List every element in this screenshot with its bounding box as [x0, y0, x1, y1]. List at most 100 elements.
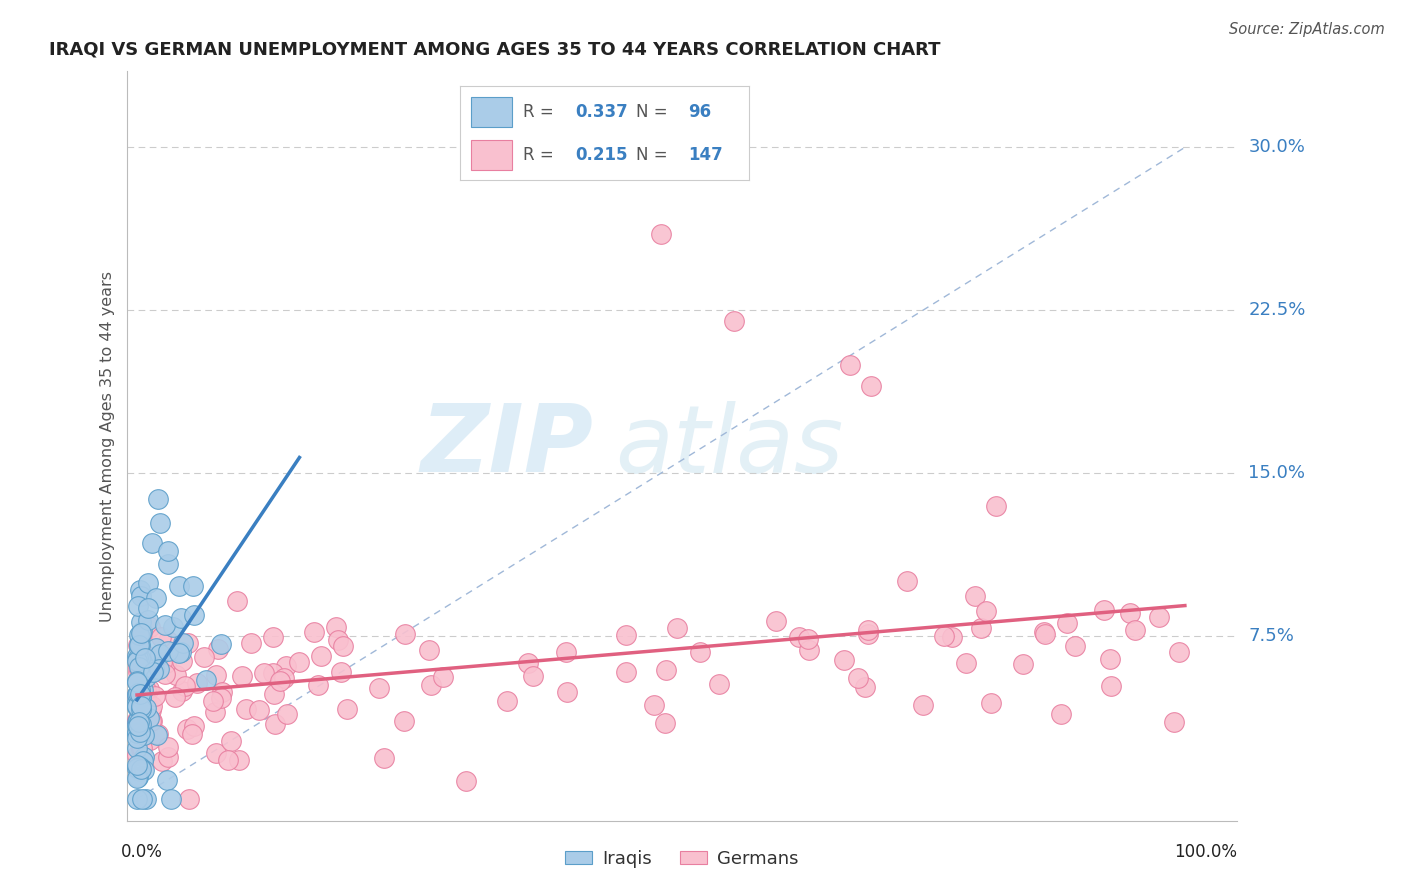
Point	[183, 607, 205, 622]
Point	[155, 657, 177, 671]
Point	[146, 656, 169, 670]
Point	[302, 625, 325, 640]
Point	[832, 652, 855, 666]
Point	[799, 643, 821, 657]
Text: atlas: atlas	[616, 401, 844, 491]
Point	[231, 668, 253, 682]
Point	[170, 611, 193, 625]
Point	[132, 749, 155, 764]
Point	[127, 758, 149, 772]
Point	[128, 638, 150, 652]
Point	[128, 760, 150, 774]
Point	[373, 750, 395, 764]
Point	[128, 714, 150, 729]
Point	[838, 358, 860, 372]
Point	[1035, 627, 1057, 641]
Point	[149, 516, 172, 531]
Point	[420, 678, 443, 692]
Point	[307, 678, 329, 692]
Point	[330, 665, 353, 679]
Text: 15.0%: 15.0%	[1249, 464, 1305, 483]
Point	[138, 682, 160, 697]
Point	[912, 698, 935, 712]
Point	[127, 761, 149, 775]
Point	[165, 668, 187, 682]
Point	[1168, 645, 1191, 659]
Point	[167, 647, 190, 661]
Point	[129, 687, 152, 701]
Point	[555, 645, 578, 659]
Point	[125, 771, 148, 785]
Text: 7.5%: 7.5%	[1249, 627, 1295, 645]
Point	[160, 792, 183, 806]
Point	[131, 792, 153, 806]
Point	[204, 667, 226, 681]
Point	[180, 726, 202, 740]
Point	[127, 675, 149, 690]
Point	[135, 693, 157, 707]
Point	[787, 631, 810, 645]
Point	[129, 625, 152, 640]
Point	[128, 716, 150, 731]
Point	[141, 535, 163, 549]
Point	[1118, 606, 1140, 620]
Point	[655, 663, 678, 677]
Point	[194, 673, 217, 688]
Point	[138, 732, 160, 747]
Point	[853, 680, 876, 694]
Point	[207, 641, 229, 656]
Point	[643, 698, 665, 712]
Point	[934, 629, 956, 643]
Point	[276, 707, 298, 722]
Point	[1049, 706, 1071, 721]
Text: ZIP: ZIP	[420, 400, 593, 492]
Point	[150, 655, 173, 669]
Y-axis label: Unemployment Among Ages 35 to 44 years: Unemployment Among Ages 35 to 44 years	[100, 270, 115, 622]
Text: Source: ZipAtlas.com: Source: ZipAtlas.com	[1229, 22, 1385, 37]
Point	[217, 753, 239, 767]
Point	[201, 693, 224, 707]
Point	[132, 754, 155, 768]
Point	[157, 558, 180, 572]
Point	[162, 619, 184, 633]
Point	[1011, 657, 1033, 672]
Point	[1092, 602, 1115, 616]
Point	[125, 649, 148, 664]
Point	[128, 628, 150, 642]
Point	[368, 681, 391, 696]
Point	[125, 687, 148, 701]
Point	[156, 634, 179, 648]
Point	[136, 725, 159, 739]
Point	[1123, 623, 1146, 637]
Point	[153, 667, 176, 681]
Point	[128, 686, 150, 700]
Point	[326, 632, 349, 647]
Point	[325, 620, 347, 634]
Point	[131, 741, 153, 756]
Point	[129, 725, 152, 739]
Point	[974, 604, 997, 618]
Point	[654, 716, 676, 731]
Point	[125, 741, 148, 756]
Point	[204, 705, 226, 719]
Point	[150, 754, 173, 768]
Point	[170, 654, 193, 668]
Point	[128, 764, 150, 778]
Point	[143, 662, 166, 676]
Point	[129, 702, 152, 716]
Point	[127, 650, 149, 665]
Point	[125, 726, 148, 740]
Point	[205, 746, 228, 760]
Point	[896, 574, 918, 588]
Point	[263, 687, 285, 701]
Text: 0.0%: 0.0%	[121, 843, 163, 861]
Point	[142, 657, 165, 671]
Point	[1149, 609, 1171, 624]
Point	[138, 613, 160, 627]
Point	[183, 719, 205, 733]
Point	[146, 726, 169, 740]
Point	[127, 599, 149, 613]
Point	[157, 644, 180, 658]
Point	[332, 639, 354, 653]
Point	[616, 628, 638, 642]
